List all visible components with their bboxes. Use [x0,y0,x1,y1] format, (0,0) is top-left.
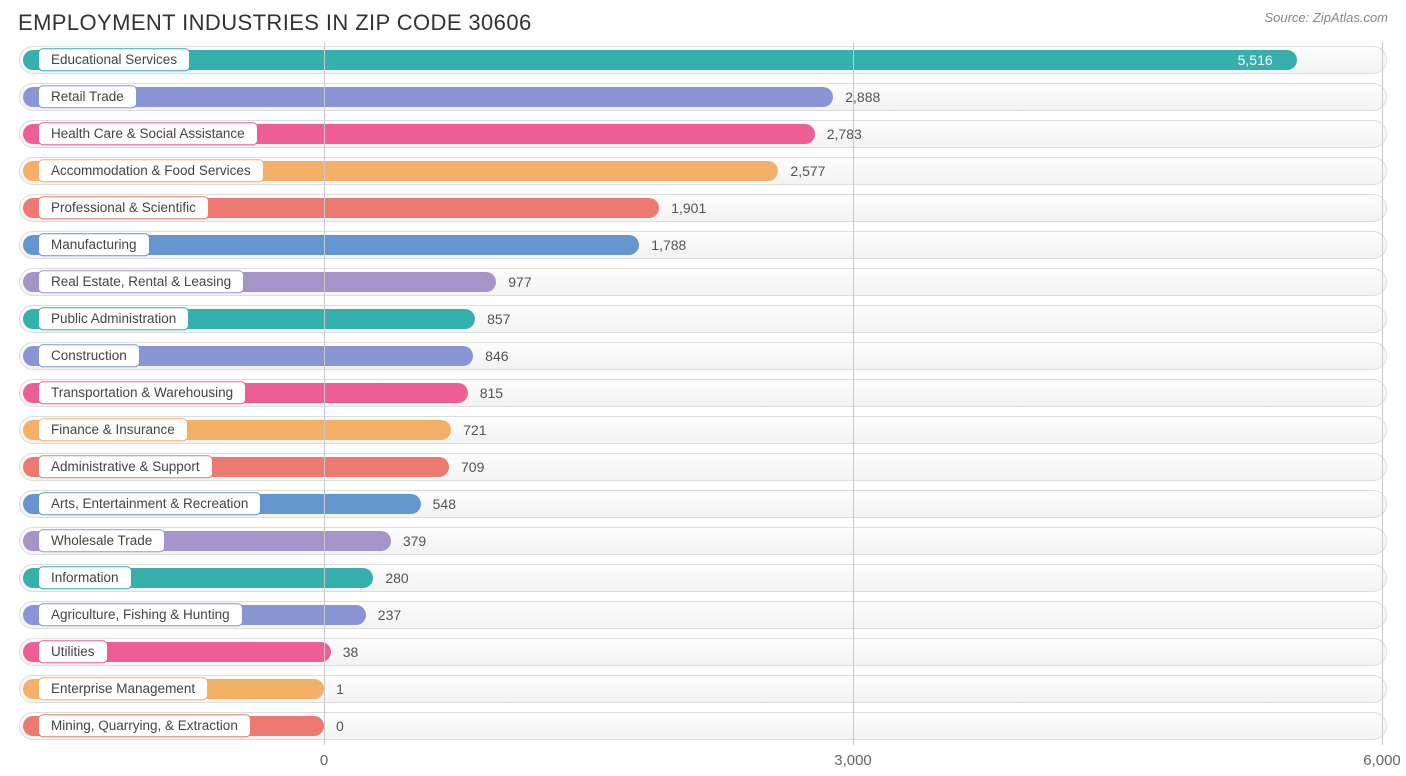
bar-row: Arts, Entertainment & Recreation 548 [14,486,1392,522]
bar-category-label: Educational Services [38,48,190,72]
bar-value-label: 2,577 [790,163,825,179]
bar-category-label: Manufacturing [38,233,150,257]
bar-category-label: Public Administration [38,307,189,331]
chart-area: Educational Services 5,516 Retail Trade 2,8… [14,42,1392,776]
bar-row: Agriculture, Fishing & Hunting 237 [14,597,1392,633]
bar-value-label: 815 [480,385,503,401]
bar-category-label: Enterprise Management [38,677,208,701]
bar-value-label: 548 [433,496,456,512]
bar-category-label: Mining, Quarrying, & Extraction [38,714,251,738]
bar-value-label: 1,901 [671,200,706,216]
bar-row: Administrative & Support 709 [14,449,1392,485]
bar-category-label: Finance & Insurance [38,418,188,442]
bar-category-label: Construction [38,344,140,368]
bar-value-label: 5,516 [1238,52,1273,68]
bar-category-label: Utilities [38,640,108,664]
bar-row: Enterprise Management 1 [14,671,1392,707]
bar-value-label: 0 [336,718,344,734]
bar-value-label: 1 [336,681,344,697]
bar-fill [23,50,1297,70]
bar-row: Manufacturing 1,788 [14,227,1392,263]
bar-category-label: Accommodation & Food Services [38,159,264,183]
bar-category-label: Transportation & Warehousing [38,381,246,405]
bar-value-label: 1,788 [651,237,686,253]
bar-row: Transportation & Warehousing 815 [14,375,1392,411]
chart-header: EMPLOYMENT INDUSTRIES IN ZIP CODE 30606 … [14,10,1392,42]
bar-value-label: 237 [378,607,401,623]
bar-value-label: 2,783 [827,126,862,142]
bar-row: Construction 846 [14,338,1392,374]
bar-row: Educational Services 5,516 [14,42,1392,78]
bar-category-label: Retail Trade [38,85,137,109]
bar-fill [23,87,833,107]
bar-category-label: Professional & Scientific [38,196,209,220]
bar-row: Public Administration 857 [14,301,1392,337]
chart-container: EMPLOYMENT INDUSTRIES IN ZIP CODE 30606 … [0,0,1406,776]
bar-value-label: 38 [343,644,359,660]
bar-row: Information 280 [14,560,1392,596]
x-axis-tick: 3,000 [834,752,872,769]
bar-value-label: 379 [403,533,426,549]
x-axis-tick: 0 [320,752,328,769]
bar-category-label: Health Care & Social Assistance [38,122,258,146]
bar-value-label: 857 [487,311,510,327]
bar-row: Mining, Quarrying, & Extraction 0 [14,708,1392,744]
bar-category-label: Arts, Entertainment & Recreation [38,492,261,516]
bar-category-label: Information [38,566,132,590]
bar-row: Professional & Scientific 1,901 [14,190,1392,226]
bar-row: Finance & Insurance 721 [14,412,1392,448]
bar-value-label: 721 [463,422,486,438]
bar-value-label: 2,888 [845,89,880,105]
bar-category-label: Wholesale Trade [38,529,165,553]
chart-source: Source: ZipAtlas.com [1264,10,1388,25]
chart-title: EMPLOYMENT INDUSTRIES IN ZIP CODE 30606 [18,10,532,36]
bar-category-label: Agriculture, Fishing & Hunting [38,603,243,627]
x-axis: 03,0006,000 [14,746,1392,776]
bar-row: Wholesale Trade 379 [14,523,1392,559]
bar-row: Real Estate, Rental & Leasing 977 [14,264,1392,300]
bar-value-label: 846 [485,348,508,364]
bar-row: Utilities 38 [14,634,1392,670]
bar-row: Accommodation & Food Services 2,577 [14,153,1392,189]
bar-category-label: Real Estate, Rental & Leasing [38,270,244,294]
bar-value-label: 280 [385,570,408,586]
bar-category-label: Administrative & Support [38,455,213,479]
bar-row: Retail Trade 2,888 [14,79,1392,115]
x-axis-tick: 6,000 [1363,752,1401,769]
bar-value-label: 977 [508,274,531,290]
bar-row: Health Care & Social Assistance 2,783 [14,116,1392,152]
bar-value-label: 709 [461,459,484,475]
